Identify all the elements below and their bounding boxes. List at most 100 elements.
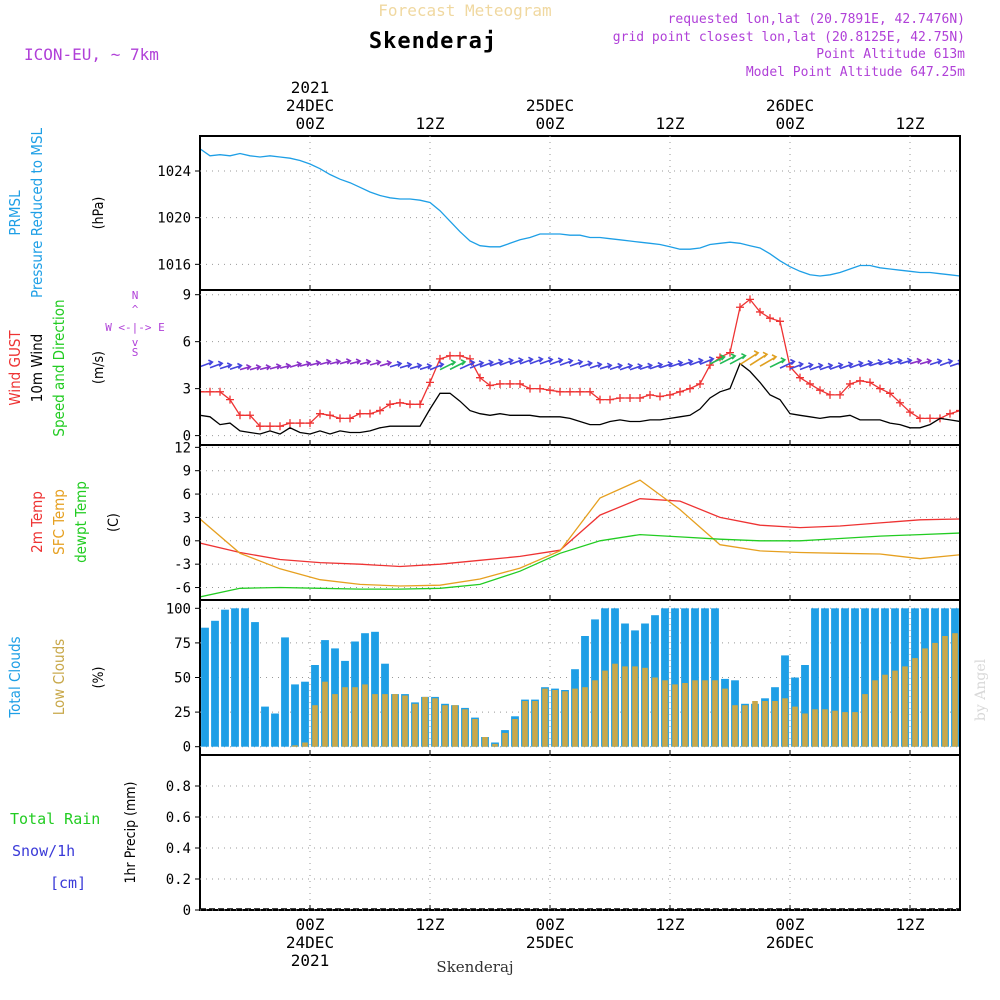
gust-marker bbox=[466, 354, 474, 363]
wind-arrow bbox=[529, 356, 544, 365]
wind-arrow bbox=[209, 360, 224, 369]
wind-arrow bbox=[559, 357, 574, 366]
clouds-bar-low_cloud bbox=[402, 695, 408, 747]
clouds-bar-low_cloud bbox=[852, 712, 858, 747]
wind-arrow bbox=[819, 362, 834, 371]
time-label: 26DEC bbox=[766, 933, 814, 952]
gust-marker bbox=[286, 419, 294, 428]
wind-arrow bbox=[429, 361, 445, 371]
clouds-bar-low_cloud bbox=[462, 709, 468, 747]
wind-arrow bbox=[389, 360, 403, 368]
wind-line-gust bbox=[201, 298, 959, 427]
precip-label-2: [cm] bbox=[50, 874, 86, 892]
gust-marker bbox=[766, 314, 774, 323]
clouds-bar-total_cloud bbox=[661, 608, 669, 747]
clouds-bar-total_cloud bbox=[681, 608, 689, 747]
clouds-bar-total_cloud bbox=[231, 608, 239, 747]
gust-marker bbox=[396, 398, 404, 407]
wind-arrow bbox=[849, 360, 864, 369]
wind-arrow bbox=[539, 356, 554, 365]
gust-marker bbox=[376, 406, 384, 415]
chart-panels: 1016 1020 1024 (hPa) PRMSL Pressure Reduced t… bbox=[6, 127, 1000, 919]
clouds-bar-low_cloud bbox=[682, 683, 688, 747]
wind-ytick-label: 9 bbox=[183, 288, 191, 304]
clouds-bar-total_cloud bbox=[271, 713, 279, 747]
clouds-bar-low_cloud bbox=[962, 632, 968, 747]
wind-arrow bbox=[409, 362, 423, 370]
gust-marker bbox=[336, 414, 344, 423]
temperature-label-0: 2m Temp bbox=[28, 491, 46, 553]
gust-marker bbox=[416, 400, 424, 409]
gust-marker bbox=[366, 409, 374, 418]
wind-arrow bbox=[319, 358, 332, 366]
clouds-bar-total_cloud bbox=[961, 608, 969, 746]
temperature-ylabel: (C) bbox=[106, 513, 122, 532]
wind-arrow bbox=[509, 357, 524, 366]
clouds-bar-low_cloud bbox=[342, 687, 348, 747]
wind-arrow bbox=[589, 361, 603, 369]
wind-arrow bbox=[399, 361, 413, 369]
wind-arrow bbox=[279, 362, 292, 370]
gust-marker bbox=[826, 390, 834, 399]
clouds-bar-total_cloud bbox=[371, 631, 379, 747]
wind-arrow bbox=[970, 363, 981, 369]
wind-arrow bbox=[679, 358, 694, 367]
gust-marker bbox=[796, 373, 804, 382]
clouds-bar-low_cloud bbox=[892, 670, 898, 747]
location-title: Skenderaj bbox=[369, 29, 497, 54]
precip-ytick-label: 0 bbox=[183, 903, 191, 919]
wind-arrow bbox=[769, 357, 787, 368]
gust-marker bbox=[626, 394, 634, 403]
wind-arrow bbox=[990, 363, 1000, 370]
clouds-bar-low_cloud bbox=[492, 743, 498, 747]
clouds-bar-low_cloud bbox=[522, 701, 528, 747]
clouds-bar-low_cloud bbox=[842, 712, 848, 747]
gust-marker bbox=[816, 386, 824, 395]
wind-arrow bbox=[299, 360, 312, 367]
time-label: 00Z bbox=[296, 915, 325, 934]
time-label: 25DEC bbox=[526, 933, 574, 952]
wind-label-0: Wind GUST bbox=[6, 330, 24, 406]
wind-ytick-label: 0 bbox=[183, 429, 191, 445]
wind-arrow bbox=[889, 357, 903, 365]
gust-marker bbox=[566, 387, 574, 396]
panel-temperature: -6 -3 0 3 6 9 12 (C) 2m Temp SFC Temp dewpt Temp bbox=[28, 440, 961, 601]
clouds-bar-low_cloud bbox=[792, 706, 798, 747]
gust-marker bbox=[326, 411, 334, 420]
precip-ytick-label: 0.4 bbox=[166, 841, 191, 857]
wind-arrow bbox=[549, 357, 564, 366]
wind-arrow bbox=[609, 362, 623, 371]
clouds-bar-low_cloud bbox=[832, 710, 838, 747]
wind-arrow bbox=[339, 358, 352, 365]
clouds-bar-total_cloud bbox=[811, 608, 819, 747]
time-label: 24DEC bbox=[286, 96, 334, 115]
clouds-bar-low_cloud bbox=[482, 737, 488, 747]
clouds-bar-low_cloud bbox=[662, 680, 668, 747]
wind-arrow bbox=[929, 358, 943, 366]
clouds-bar-total_cloud bbox=[291, 684, 299, 747]
gust-marker bbox=[926, 414, 934, 423]
gust-marker bbox=[246, 411, 254, 420]
time-label: 12Z bbox=[416, 114, 445, 133]
clouds-bar-total_cloud bbox=[201, 627, 209, 747]
wind-arrow bbox=[519, 356, 534, 365]
clouds-bar-low_cloud bbox=[702, 680, 708, 747]
wind-arrow bbox=[779, 358, 796, 369]
time-label: 00Z bbox=[536, 915, 565, 934]
gust-marker bbox=[236, 411, 244, 420]
pressure-ytick-label: 1020 bbox=[157, 211, 191, 227]
wind-arrow bbox=[379, 359, 393, 367]
clouds-bar-low_cloud bbox=[332, 694, 338, 747]
header: Forecast Meteogram Skenderaj ICON-EU, ~ … bbox=[24, 1, 965, 80]
compass-n-arrow: ^ bbox=[132, 303, 139, 316]
clouds-bar-low_cloud bbox=[602, 670, 608, 747]
wind-arrow bbox=[259, 364, 272, 371]
wind-arrow bbox=[459, 359, 476, 370]
wind-arrow bbox=[899, 357, 913, 365]
clouds-bar-low_cloud bbox=[992, 664, 998, 747]
pressure-series bbox=[201, 148, 959, 277]
pressure-ytick-label: 1016 bbox=[157, 257, 191, 273]
